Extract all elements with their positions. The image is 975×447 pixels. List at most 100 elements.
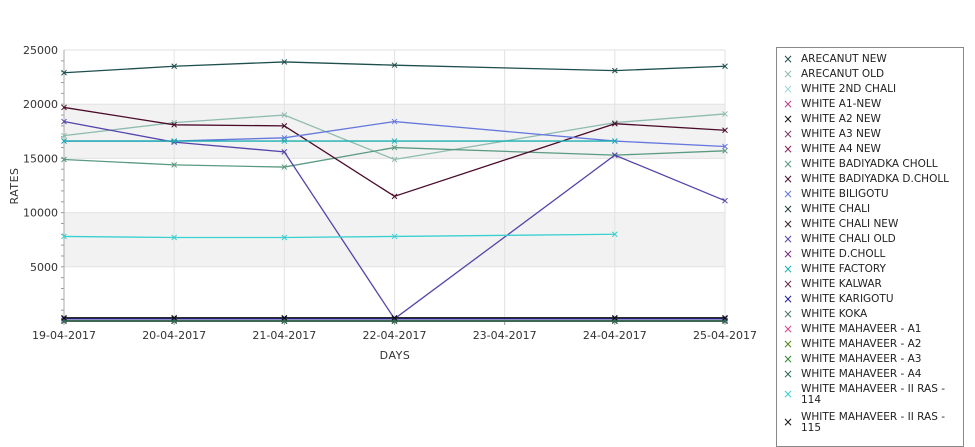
- legend-item[interactable]: × WHITE MAHAVEER - A1: [777, 322, 963, 337]
- series-line: [63, 106, 726, 198]
- point-marker-stroke: [171, 162, 178, 168]
- data-point: [281, 314, 288, 321]
- data-point: [722, 63, 728, 70]
- point-marker-stroke: [722, 143, 728, 150]
- legend-item[interactable]: × WHITE MAHAVEER - II RAS - 115: [777, 410, 963, 438]
- data-point: [61, 233, 67, 240]
- y-tick-label: 5000: [30, 261, 58, 274]
- legend-item[interactable]: × WHITE A3 NEW: [777, 127, 963, 142]
- point-marker-stroke: [281, 112, 288, 118]
- data-point: [61, 156, 67, 163]
- point-marker-stroke: [281, 149, 288, 155]
- point-marker-stroke: [611, 67, 618, 74]
- legend-item[interactable]: × WHITE A1-NEW: [777, 97, 963, 112]
- point-marker-stroke: [61, 132, 67, 139]
- legend-marker-icon: ×: [782, 292, 794, 306]
- y-axis-title: RATES: [8, 167, 21, 204]
- legend-item[interactable]: × WHITE FACTORY: [777, 262, 963, 277]
- point-marker-stroke: [391, 138, 398, 144]
- legend-item[interactable]: × WHITE BADIYADKA CHOLL: [777, 157, 963, 172]
- x-tick-label: 25-04-2017: [693, 329, 757, 342]
- legend-label: WHITE BADIYADKA D.CHOLL: [801, 173, 950, 185]
- data-point: [171, 162, 178, 168]
- legend-label: WHITE BILIGOTU: [801, 188, 889, 200]
- data-point: [391, 144, 398, 151]
- legend-item[interactable]: × WHITE KOKA: [777, 307, 963, 322]
- point-marker-stroke: [611, 152, 618, 159]
- legend-marker-icon: ×: [782, 337, 794, 351]
- data-point: [391, 118, 398, 125]
- line-chart: 25000 20000 15000 10000 5000 19-04-2017 20-04-…: [8, 44, 757, 362]
- legend-marker-icon: ×: [782, 387, 794, 401]
- legend-item[interactable]: × WHITE CHALI: [777, 202, 963, 217]
- grid-lines: [63, 49, 726, 321]
- legend-item[interactable]: × WHITE 2ND CHALI: [777, 82, 963, 97]
- data-point: [611, 231, 618, 238]
- legend-label: ARECANUT OLD: [801, 68, 885, 80]
- data-point: [722, 143, 728, 150]
- point-marker-stroke: [391, 193, 398, 200]
- legend-marker-icon: ×: [782, 232, 794, 246]
- series-23: [61, 314, 728, 321]
- legend-item[interactable]: × WHITE MAHAVEER - II RAS - 114: [777, 382, 963, 410]
- series-line: [63, 146, 726, 168]
- axes: [61, 50, 726, 325]
- point-marker-stroke: [722, 147, 728, 154]
- data-point: [722, 147, 728, 154]
- legend-label: WHITE KARIGOTU: [801, 293, 894, 305]
- point-marker-stroke: [281, 59, 288, 65]
- legend-item[interactable]: × WHITE D.CHOLL: [777, 247, 963, 262]
- legend-item[interactable]: × WHITE MAHAVEER - A3: [777, 352, 963, 367]
- data-point: [391, 314, 398, 321]
- legend-item[interactable]: × WHITE MAHAVEER - A4: [777, 367, 963, 382]
- data-point: [281, 234, 288, 241]
- point-marker-stroke: [61, 156, 67, 163]
- point-marker-stroke: [281, 234, 288, 241]
- legend-item[interactable]: × WHITE CHALI NEW: [777, 217, 963, 232]
- point-marker-stroke: [61, 138, 67, 144]
- legend-label: WHITE MAHAVEER - II RAS - 114: [801, 383, 945, 406]
- data-point: [171, 121, 178, 128]
- legend-marker-icon: ×: [782, 277, 794, 291]
- legend-marker-icon: ×: [782, 112, 794, 126]
- legend-item[interactable]: × WHITE BILIGOTU: [777, 187, 963, 202]
- point-marker-stroke: [391, 118, 398, 125]
- legend-marker-icon: ×: [782, 307, 794, 321]
- data-point: [171, 234, 178, 241]
- point-marker-stroke: [171, 314, 178, 321]
- x-tick-label: 23-04-2017: [473, 329, 537, 342]
- legend-item[interactable]: × ARECANUT OLD: [777, 67, 963, 82]
- point-marker-stroke: [722, 197, 728, 204]
- legend-marker-icon: ×: [782, 52, 794, 66]
- legend-marker-icon: ×: [782, 142, 794, 156]
- series-0: [61, 59, 728, 76]
- legend-item[interactable]: × WHITE CHALI OLD: [777, 232, 963, 247]
- tick-labels: 25000 20000 15000 10000 5000 19-04-2017 20-04-…: [23, 44, 757, 342]
- series-22: [61, 231, 618, 241]
- point-marker-stroke: [281, 314, 288, 321]
- legend-item[interactable]: × WHITE A4 NEW: [777, 142, 963, 157]
- data-point: [722, 111, 728, 117]
- legend-marker-icon: ×: [782, 217, 794, 231]
- legend-label: WHITE CHALI OLD: [801, 233, 896, 245]
- legend-item[interactable]: × WHITE KALWAR: [777, 277, 963, 292]
- legend-item[interactable]: × WHITE A2 NEW: [777, 112, 963, 127]
- data-point: [171, 314, 178, 321]
- point-marker-stroke: [61, 69, 67, 76]
- legend-label: WHITE D.CHOLL: [801, 248, 886, 260]
- point-marker-stroke: [611, 120, 618, 127]
- data-point: [611, 138, 618, 144]
- series-line: [63, 61, 726, 74]
- data-point: [281, 138, 288, 144]
- legend-marker-icon: ×: [782, 127, 794, 141]
- data-point: [611, 120, 618, 127]
- point-marker-stroke: [61, 104, 67, 111]
- data-point: [391, 233, 398, 240]
- legend-item[interactable]: × ARECANUT NEW: [777, 52, 963, 67]
- legend-item[interactable]: × WHITE BADIYADKA D.CHOLL: [777, 172, 963, 187]
- legend: × ARECANUT NEW × ARECANUT OLD × WHITE 2ND CHA…: [776, 47, 964, 447]
- legend-item[interactable]: × WHITE MAHAVEER - A2: [777, 337, 963, 352]
- point-marker-stroke: [281, 123, 288, 129]
- legend-item[interactable]: × WHITE KARIGOTU: [777, 292, 963, 307]
- data-point: [611, 67, 618, 74]
